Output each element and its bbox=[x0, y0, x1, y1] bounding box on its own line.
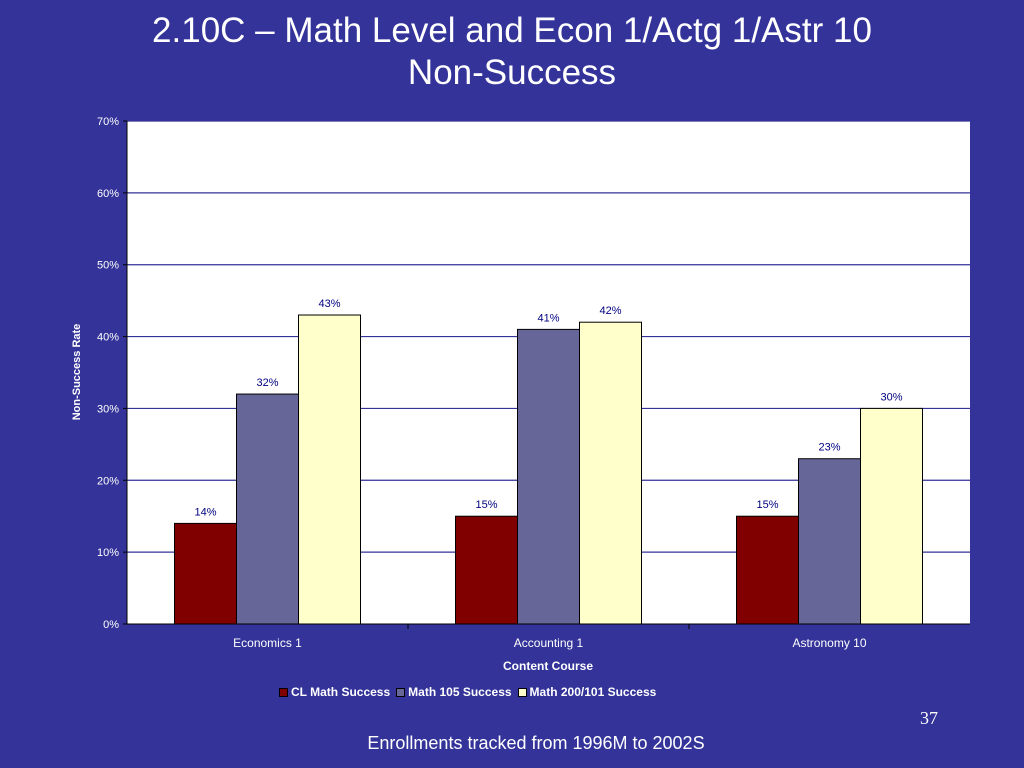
y-tick-label: 40% bbox=[97, 332, 119, 344]
legend-label: CL Math Success bbox=[291, 685, 391, 699]
bar-value-label: 23% bbox=[818, 442, 840, 454]
bar bbox=[736, 515, 799, 625]
bars bbox=[174, 314, 923, 625]
bar bbox=[860, 407, 923, 625]
bar-value-label: 41% bbox=[537, 312, 559, 324]
footer-note: Enrollments tracked from 1996M to 2002S bbox=[367, 733, 705, 753]
bar bbox=[517, 328, 580, 625]
y-tick-label: 60% bbox=[97, 188, 119, 200]
bar-value-label: 43% bbox=[318, 298, 340, 310]
legend-swatch bbox=[279, 687, 288, 697]
title-line-2: Non-Success bbox=[407, 53, 617, 92]
bar-value-label: 15% bbox=[756, 499, 778, 511]
x-category-label: Economics 1 bbox=[233, 636, 302, 650]
legend-swatch bbox=[517, 687, 527, 697]
legend-item: Math 105 Success bbox=[396, 685, 512, 699]
y-tick-label: 20% bbox=[97, 475, 119, 487]
y-axis-title: Non-Success Rate bbox=[71, 324, 83, 421]
x-axis-categories: Economics 1 Accounting 1 Astronomy 10 bbox=[233, 624, 867, 650]
bar-value-label: 32% bbox=[256, 377, 278, 389]
legend-label: Math 105 Success bbox=[408, 685, 512, 699]
bar-value-label: 15% bbox=[475, 499, 497, 511]
y-tick-label: 30% bbox=[97, 403, 119, 415]
y-tick-label: 50% bbox=[97, 260, 119, 272]
legend-item: Math 200/101 Success bbox=[517, 685, 657, 699]
bar bbox=[798, 458, 861, 625]
x-axis-title: Content Course bbox=[503, 659, 593, 673]
slide-title: 2.10C – Math Level and Econ 1/Actg 1/Ast… bbox=[0, 10, 1024, 94]
bar-value-label: 42% bbox=[599, 305, 621, 317]
page-number: 37 bbox=[920, 708, 938, 728]
bar bbox=[579, 321, 642, 625]
bar-value-label: 14% bbox=[194, 506, 216, 518]
x-category-label: Astronomy 10 bbox=[792, 636, 866, 650]
y-tick-label: 0% bbox=[103, 619, 119, 631]
y-tick-label: 10% bbox=[97, 547, 119, 559]
title-line-1: 2.10C – Math Level and Econ 1/Actg 1/Ast… bbox=[152, 11, 872, 50]
bar bbox=[298, 314, 361, 625]
legend: CL Math Success Math 105 Success Math 200/… bbox=[279, 685, 656, 699]
x-category-label: Accounting 1 bbox=[514, 636, 584, 650]
y-axis-ticks: 0% 10% 20% 30% 40% 50% 60% 70% bbox=[97, 116, 119, 631]
bar bbox=[455, 515, 518, 625]
bar bbox=[174, 522, 237, 625]
legend-label: Math 200/101 Success bbox=[529, 685, 657, 699]
legend-item: CL Math Success bbox=[279, 685, 390, 699]
bar-data-labels: 14% 32% 43% 15% 41% 42% 15% 23% 30% bbox=[194, 298, 902, 518]
legend-swatch bbox=[396, 687, 406, 697]
y-tick-label: 70% bbox=[97, 116, 119, 128]
bar bbox=[236, 393, 299, 625]
bar-value-label: 30% bbox=[880, 391, 902, 403]
